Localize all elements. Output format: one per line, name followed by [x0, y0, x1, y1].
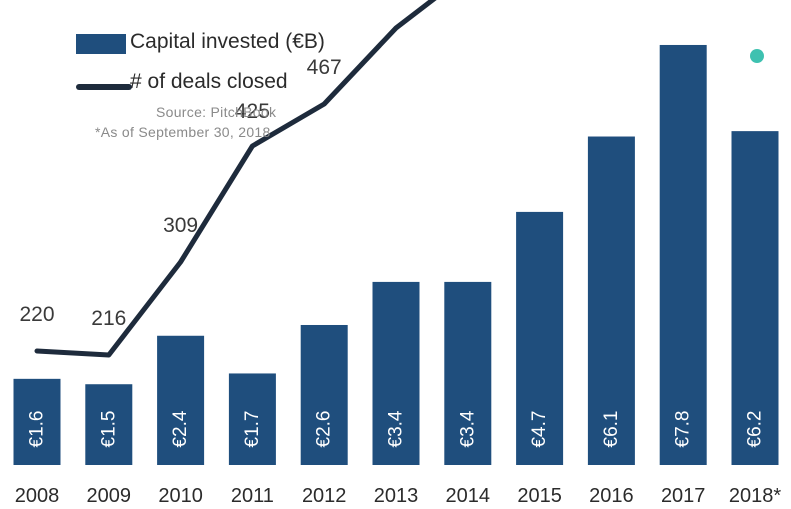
bar-value-label: €3.4 — [457, 410, 478, 447]
bar — [731, 131, 779, 465]
bar-value-label: €1.6 — [27, 411, 48, 448]
x-tick-label: 2009 — [87, 485, 132, 507]
x-tick-label: 2015 — [517, 485, 562, 507]
x-tick-label: 2017 — [661, 485, 706, 507]
deals-point-marker — [750, 49, 764, 63]
x-tick-label: 2010 — [158, 485, 203, 507]
deals-value-label: 543 — [378, 0, 413, 3]
x-tick-label: 2011 — [231, 485, 274, 507]
bar — [659, 44, 707, 465]
bar-series — [13, 44, 779, 465]
bar — [372, 281, 420, 465]
bar — [85, 384, 133, 465]
source-note: Source: PitchBook — [156, 104, 277, 120]
deals-value-label: 309 — [163, 214, 198, 237]
legend-label-capital: Capital invested (€B) — [130, 30, 325, 53]
bar-value-label: €1.7 — [242, 411, 263, 448]
bar — [228, 373, 276, 465]
x-tick-label: 2012 — [302, 485, 347, 507]
x-tick-label: 2014 — [446, 485, 491, 507]
bar — [300, 324, 348, 465]
x-tick-label: 2018* — [729, 485, 781, 507]
x-tick-label: 2013 — [374, 485, 419, 507]
bar-value-label: €7.8 — [673, 411, 694, 448]
legend-label-deals: # of deals closed — [130, 70, 288, 93]
legend-line-swatch — [76, 84, 132, 90]
bar-value-label: €4.7 — [529, 411, 550, 448]
deals-value-label: 425 — [235, 100, 270, 123]
bar-value-labels: €1.6 €1.5 €2.4 €1.7 €2.6 €3.4 €3.4 €4.7 €6.1 €7.8… — [27, 410, 766, 447]
deals-value-label: 220 — [19, 303, 54, 326]
bar-value-label: €6.2 — [745, 411, 766, 448]
deals-value-label: 467 — [307, 56, 342, 79]
footnote: *As of September 30, 2018 — [95, 124, 271, 140]
bar — [13, 378, 61, 465]
deals-value-label: 216 — [91, 307, 126, 330]
legend-bar-swatch — [76, 34, 126, 54]
bar-value-label: €3.4 — [386, 410, 407, 447]
x-tick-label: 2008 — [15, 485, 60, 507]
bar — [444, 281, 492, 465]
bar-value-label: €6.1 — [601, 411, 622, 448]
x-tick-label: 2016 — [589, 485, 634, 507]
bar — [157, 335, 205, 465]
deals-value-label: 515 — [737, 6, 772, 29]
bar — [587, 136, 635, 465]
x-axis-tick-labels: 2008 2009 2010 2011 2012 2013 2014 2015 2016 2017… — [15, 485, 782, 507]
bar-value-label: €2.6 — [314, 411, 335, 448]
bar-value-label: €1.5 — [98, 411, 119, 448]
deals-line-series: 220216309425467543598670780804515 — [19, 0, 773, 358]
deals-line — [34, 0, 437, 358]
bar — [516, 211, 564, 465]
bar-value-label: €2.4 — [170, 410, 191, 447]
